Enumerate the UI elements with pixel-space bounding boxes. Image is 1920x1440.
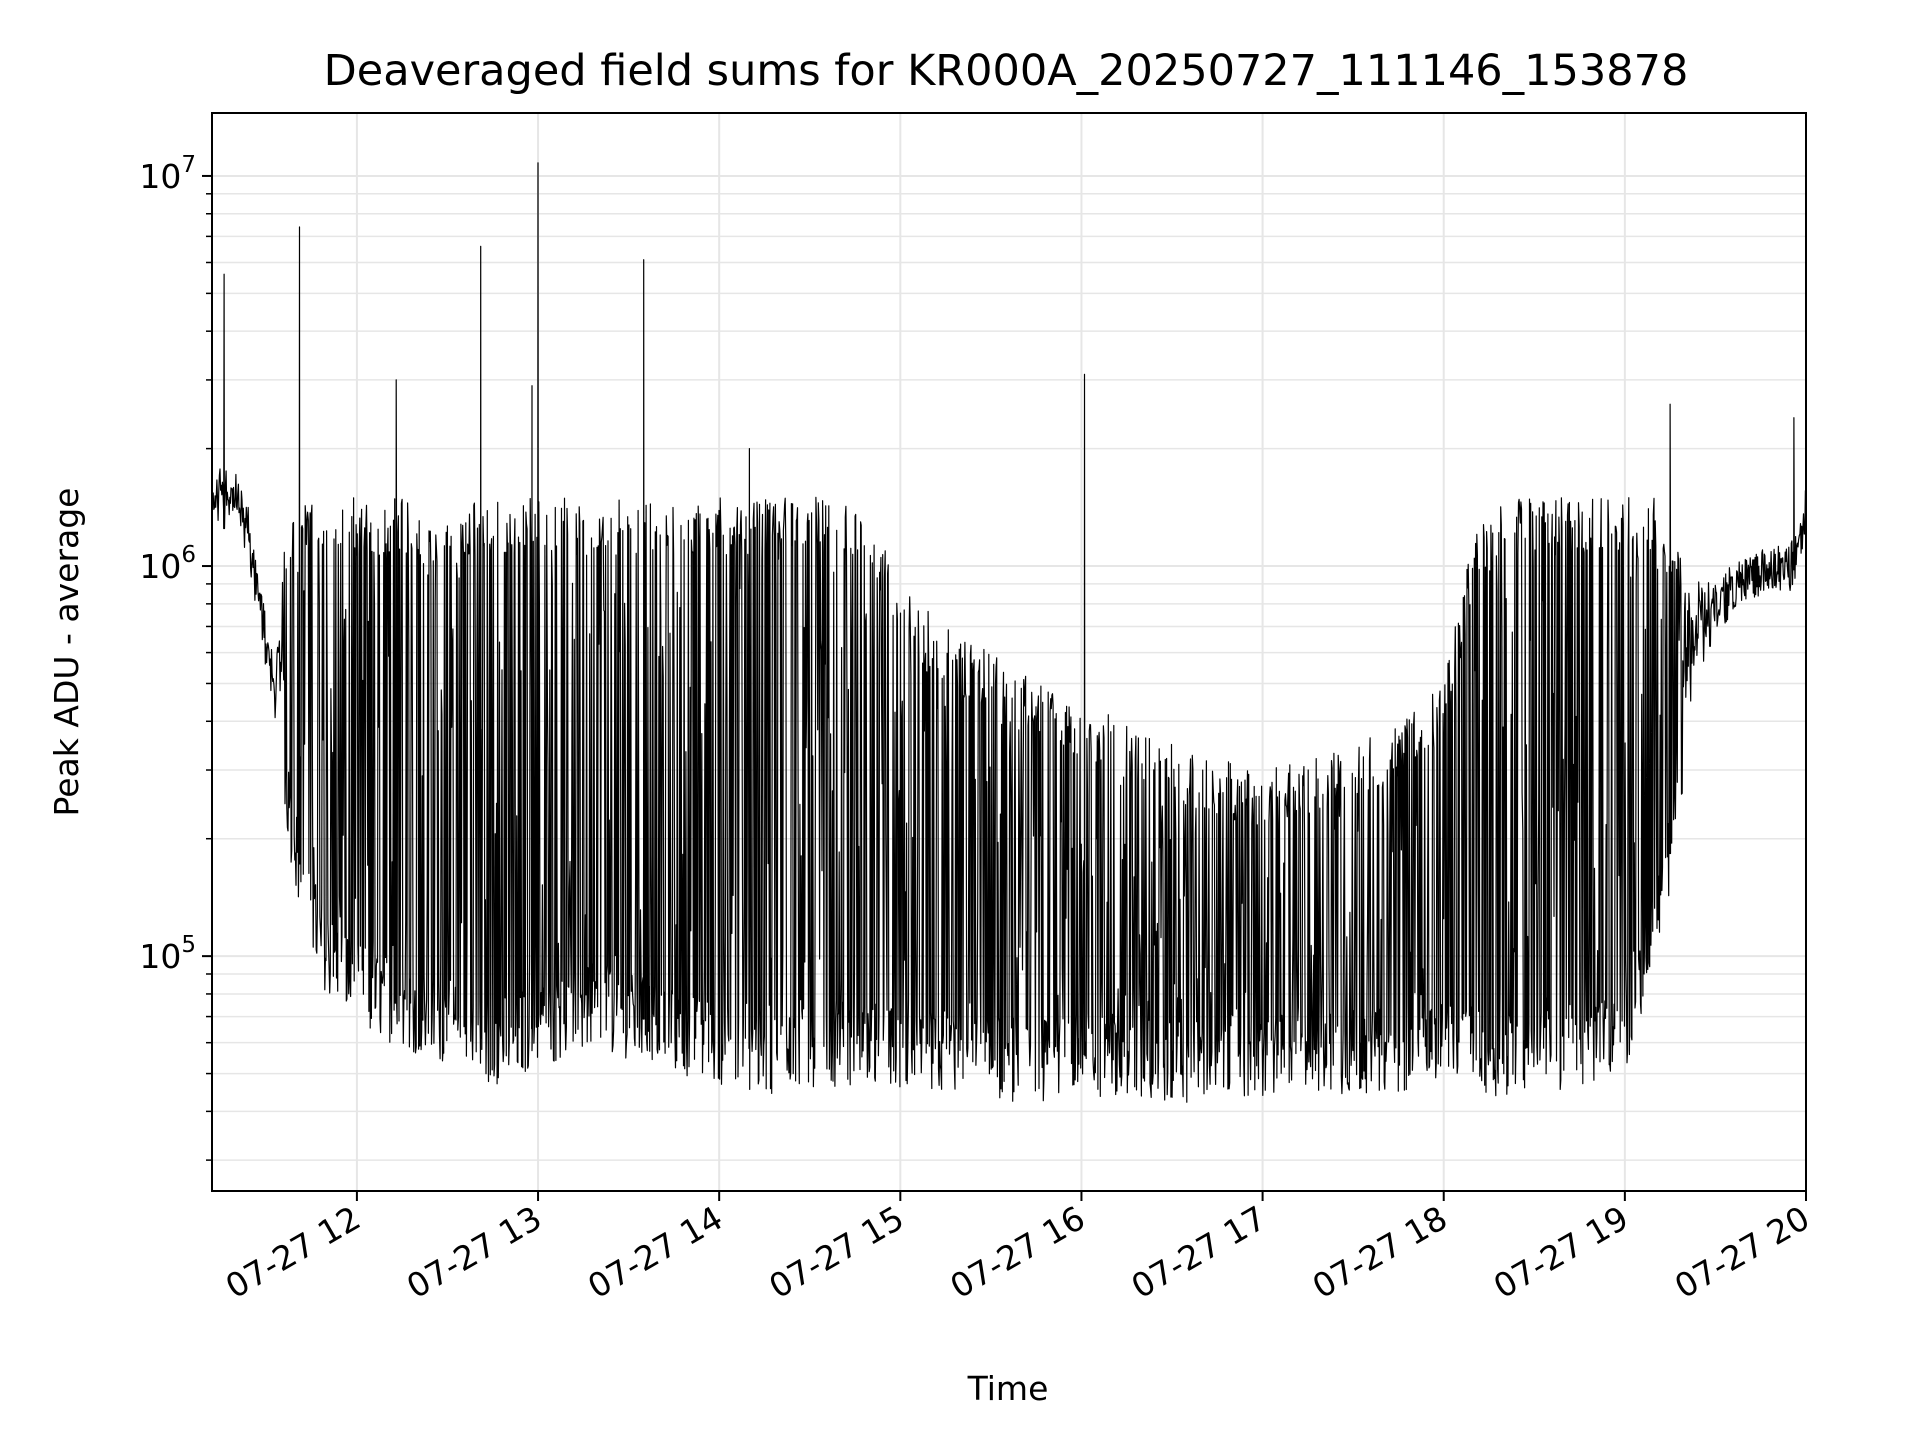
x-axis-label: Time [967, 1369, 1049, 1408]
y-tick-label-base: 10 [139, 547, 181, 586]
series-line [211, 162, 1807, 1103]
y-tick-label: 106 [139, 542, 196, 586]
y-tick-label: 105 [139, 932, 196, 976]
y-tick-label-base: 10 [139, 937, 181, 976]
y-tick-label-base: 10 [139, 157, 181, 196]
chart-title: Deaveraged field sums for KR000A_2025072… [324, 46, 1689, 96]
series-peak-adu [211, 162, 1807, 1103]
y-axis-label: Peak ADU - average [47, 488, 86, 817]
y-tick-label-exponent: 7 [181, 152, 196, 178]
y-tick-label-exponent: 6 [181, 542, 196, 568]
y-tick-label-exponent: 5 [181, 932, 196, 958]
y-tick-label: 107 [139, 152, 196, 196]
